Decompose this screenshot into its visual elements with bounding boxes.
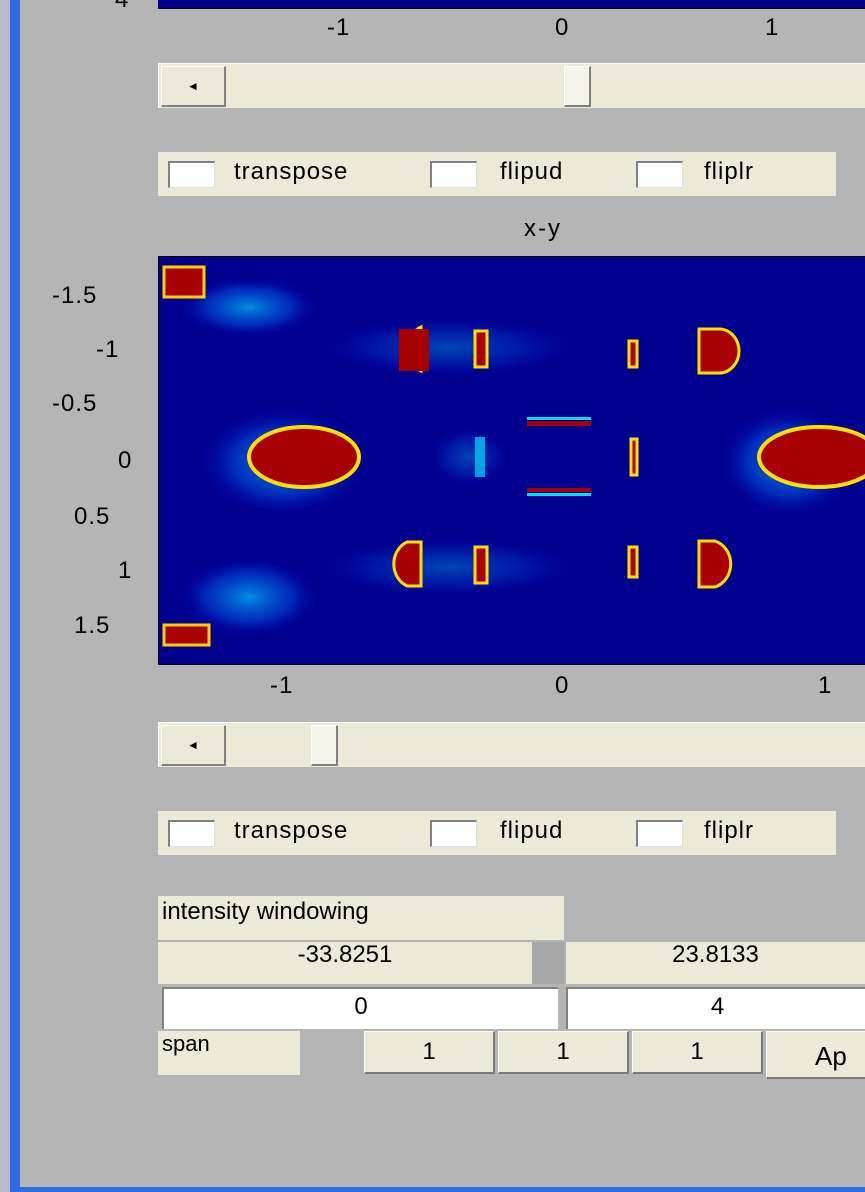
top-x-tick-1: 1 bbox=[765, 14, 780, 41]
intensity-separator bbox=[532, 942, 564, 984]
span-z-field[interactable]: 1 bbox=[632, 1031, 763, 1074]
intensity-min-value: -33.8251 bbox=[158, 942, 532, 984]
top-x-tick-neg1: -1 bbox=[327, 14, 351, 41]
window-left-frame bbox=[10, 0, 20, 1192]
y-tick-neg1.5: -1.5 bbox=[52, 282, 98, 309]
slice-slider-2[interactable]: ◄ bbox=[158, 722, 865, 767]
x-tick-1: 1 bbox=[818, 672, 833, 699]
top-plot-y-tick: 4 bbox=[115, 0, 129, 14]
orientation-options-1: transpose flipud fliplr bbox=[158, 152, 836, 196]
x-tick-0: 0 bbox=[555, 672, 570, 699]
slider-1-thumb[interactable] bbox=[564, 66, 591, 107]
transpose-label-1: transpose bbox=[234, 158, 349, 185]
slice-slider-1[interactable]: ◄ bbox=[158, 63, 865, 108]
window-high-input[interactable]: 4 bbox=[566, 987, 865, 1029]
span-label: span bbox=[158, 1031, 300, 1075]
window-bottom-frame bbox=[10, 1187, 865, 1192]
left-arrow-icon: ◄ bbox=[187, 738, 199, 752]
xy-slice-image[interactable] bbox=[158, 256, 865, 665]
x-tick-neg1: -1 bbox=[270, 672, 294, 699]
span-x-field[interactable]: 1 bbox=[364, 1031, 495, 1074]
flipud-checkbox-1[interactable] bbox=[430, 161, 477, 188]
transpose-checkbox-2[interactable] bbox=[168, 820, 215, 847]
fliplr-label-2: fliplr bbox=[704, 817, 755, 844]
flipud-label-2: flipud bbox=[500, 817, 564, 844]
apply-button[interactable]: Ap bbox=[766, 1031, 865, 1079]
y-tick-1.5: 1.5 bbox=[74, 612, 111, 639]
y-tick-0: 0 bbox=[118, 447, 133, 474]
intensity-windowing-label: intensity windowing bbox=[158, 896, 564, 940]
slider-2-thumb[interactable] bbox=[311, 725, 338, 766]
top-plot-edge bbox=[158, 0, 865, 9]
slider-1-left-arrow-button[interactable]: ◄ bbox=[161, 66, 226, 107]
flipud-checkbox-2[interactable] bbox=[430, 820, 477, 847]
left-arrow-icon: ◄ bbox=[187, 79, 199, 93]
flipud-label-1: flipud bbox=[500, 158, 564, 185]
y-tick-0.5: 0.5 bbox=[74, 503, 111, 530]
window-left-border bbox=[0, 0, 10, 1192]
xy-plot-title: x-y bbox=[524, 215, 562, 242]
y-tick-neg1: -1 bbox=[96, 336, 120, 363]
window-low-input[interactable]: 0 bbox=[162, 987, 558, 1029]
y-tick-1: 1 bbox=[118, 557, 133, 584]
orientation-options-2: transpose flipud fliplr bbox=[158, 811, 836, 855]
y-tick-neg0.5: -0.5 bbox=[52, 390, 98, 417]
span-y-field[interactable]: 1 bbox=[498, 1031, 629, 1074]
intensity-max-value: 23.8133 bbox=[566, 942, 865, 984]
slider-2-left-arrow-button[interactable]: ◄ bbox=[161, 725, 226, 766]
transpose-checkbox-1[interactable] bbox=[168, 161, 215, 188]
top-x-tick-0: 0 bbox=[555, 14, 570, 41]
fliplr-label-1: fliplr bbox=[704, 158, 755, 185]
fliplr-checkbox-2[interactable] bbox=[636, 820, 683, 847]
transpose-label-2: transpose bbox=[234, 817, 349, 844]
fliplr-checkbox-1[interactable] bbox=[636, 161, 683, 188]
